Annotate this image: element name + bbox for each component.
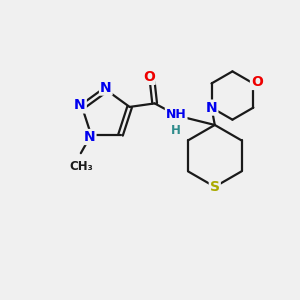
Text: NH: NH bbox=[166, 108, 187, 121]
Text: O: O bbox=[143, 70, 155, 84]
Text: H: H bbox=[171, 124, 181, 137]
Text: S: S bbox=[210, 180, 220, 194]
Text: N: N bbox=[206, 100, 217, 115]
Text: CH₃: CH₃ bbox=[69, 160, 93, 172]
Text: N: N bbox=[100, 81, 112, 94]
Text: N: N bbox=[84, 130, 95, 144]
Text: O: O bbox=[251, 75, 263, 89]
Text: N: N bbox=[74, 98, 86, 112]
